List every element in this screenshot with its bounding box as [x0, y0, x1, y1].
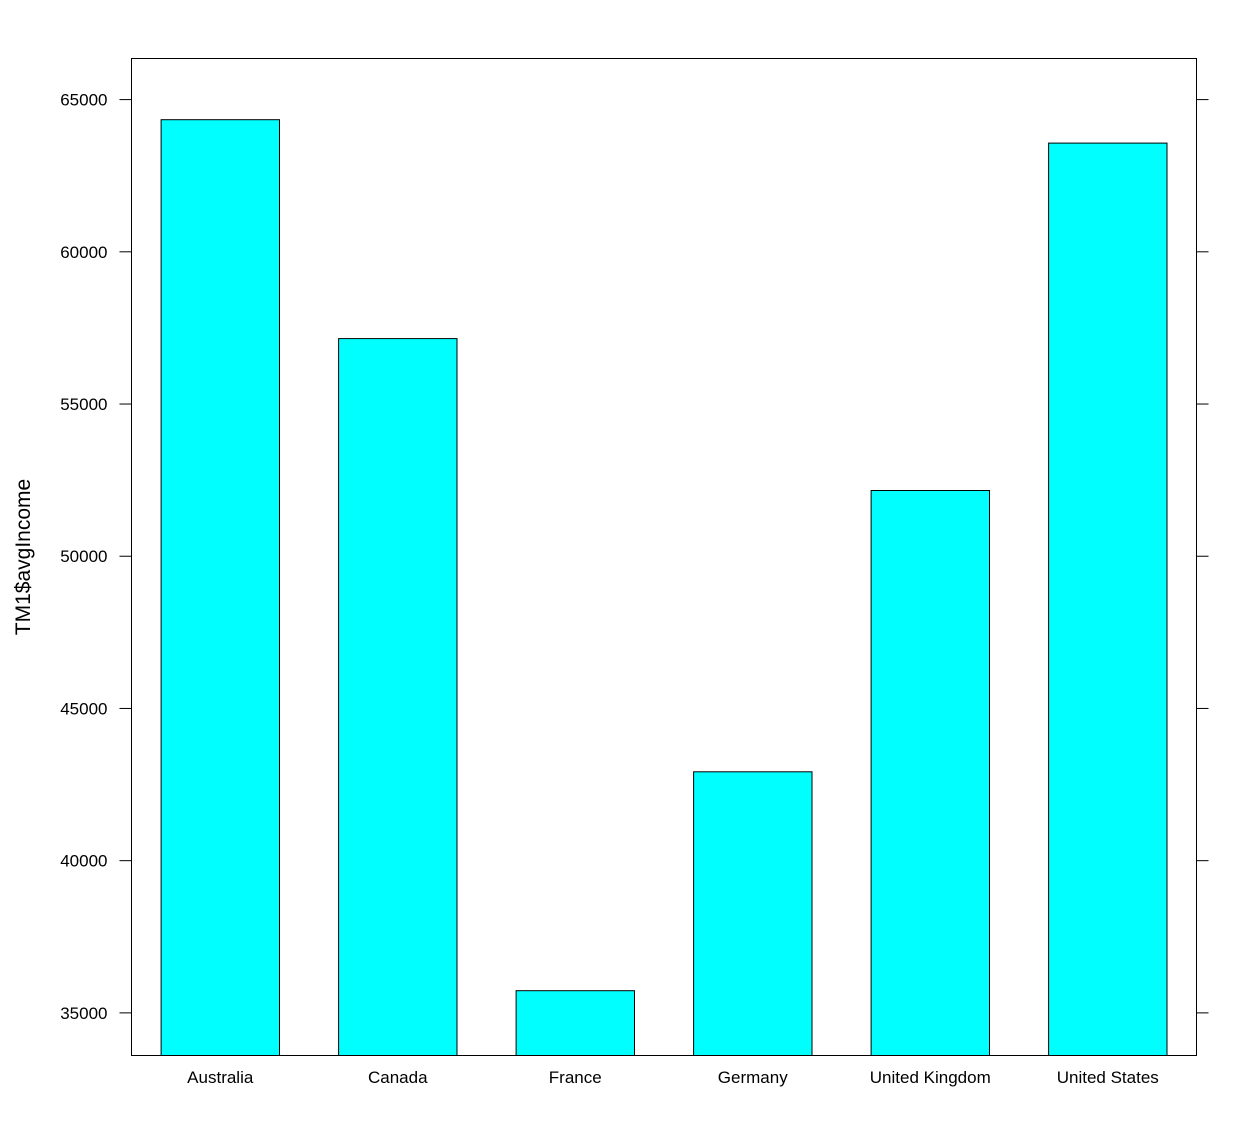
y-axis-title: TM1$avgIncome	[12, 479, 35, 635]
x-tick-label: United Kingdom	[870, 1068, 991, 1087]
x-tick-label: Australia	[187, 1068, 254, 1087]
x-tick-label: Germany	[718, 1068, 788, 1087]
bar-germany	[693, 771, 813, 1056]
y-tick-label: 40000	[60, 852, 107, 871]
bar-united-kingdom	[870, 490, 990, 1056]
y-tick-label: 50000	[60, 547, 107, 566]
y-tick-label: 55000	[60, 395, 107, 414]
y-tick-label: 45000	[60, 699, 107, 718]
bar-canada	[338, 338, 458, 1057]
x-tick-label: Canada	[368, 1068, 428, 1087]
y-tick-label: 60000	[60, 243, 107, 262]
y-tick-label: 35000	[60, 1004, 107, 1023]
y-tick-label: 65000	[60, 91, 107, 110]
bar-australia	[160, 119, 281, 1056]
bar-france	[515, 990, 635, 1057]
plot-frame	[131, 58, 1197, 1056]
x-tick-label: United States	[1057, 1068, 1159, 1087]
x-tick-label: France	[549, 1068, 602, 1087]
bar-united-states	[1048, 142, 1168, 1057]
